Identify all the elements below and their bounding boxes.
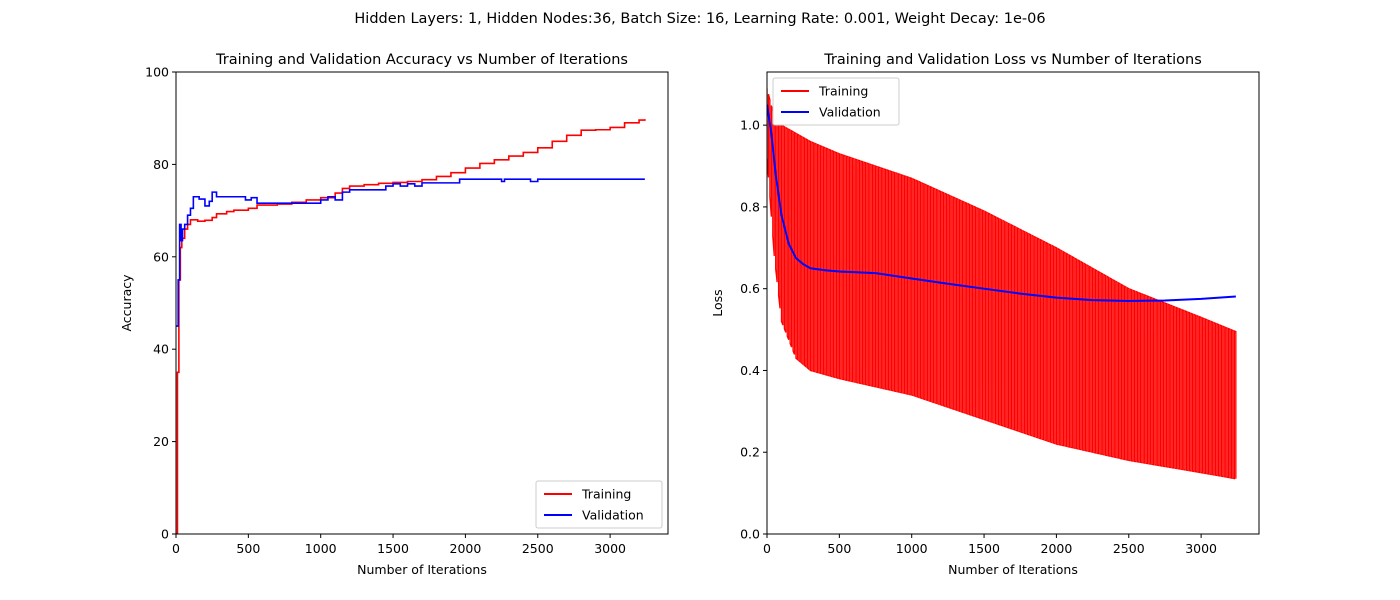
accuracy-y-tick-label: 100 bbox=[145, 65, 169, 80]
accuracy-legend-validation-label: Validation bbox=[582, 508, 644, 523]
loss-plot-area bbox=[767, 88, 1237, 480]
loss-y-tick-label: 0.0 bbox=[740, 527, 760, 542]
loss-x-tick-label: 2500 bbox=[1113, 541, 1145, 556]
loss-x-tick-label: 500 bbox=[827, 541, 851, 556]
loss-y-tick-label: 1.0 bbox=[740, 118, 760, 133]
loss-y-tick-label: 0.8 bbox=[740, 199, 760, 214]
accuracy-chart-title: Training and Validation Accuracy vs Numb… bbox=[215, 52, 628, 68]
accuracy-training-series bbox=[176, 119, 646, 534]
accuracy-y-tick-label: 60 bbox=[153, 249, 169, 264]
loss-y-tick-label: 0.4 bbox=[740, 363, 760, 378]
accuracy-legend-box bbox=[535, 480, 663, 529]
accuracy-ticks: 0 500 1000 1500 2000 2500 3000 0 20 40 60 80 100 bbox=[145, 65, 626, 557]
loss-legend-validation-label: Validation bbox=[819, 105, 881, 120]
loss-validation-series bbox=[767, 104, 1236, 302]
loss-chart-title: Training and Validation Loss vs Number o… bbox=[823, 52, 1202, 68]
loss-axes-frame bbox=[766, 71, 1260, 535]
loss-x-tick-label: 0 bbox=[763, 541, 771, 556]
accuracy-y-tick-label: 0 bbox=[161, 527, 169, 542]
loss-subplot: Training and Validation Loss vs Number o… bbox=[710, 52, 1260, 577]
accuracy-legend: Training Validation bbox=[535, 480, 663, 529]
accuracy-x-tick-label: 2500 bbox=[522, 541, 554, 556]
accuracy-x-axis-label: Number of Iterations bbox=[357, 562, 487, 577]
figure-suptitle: Hidden Layers: 1, Hidden Nodes:36, Batch… bbox=[354, 11, 1045, 27]
accuracy-y-tick-label: 40 bbox=[153, 342, 169, 357]
accuracy-x-tick-label: 1500 bbox=[377, 541, 409, 556]
accuracy-plot-area bbox=[176, 119, 646, 534]
loss-legend: Training Validation bbox=[772, 77, 900, 126]
loss-legend-box bbox=[772, 77, 900, 126]
accuracy-y-tick-label: 80 bbox=[153, 157, 169, 172]
loss-x-tick-label: 3000 bbox=[1185, 541, 1217, 556]
loss-x-tick-label: 1500 bbox=[968, 541, 1000, 556]
loss-legend-training-label: Training bbox=[818, 84, 868, 99]
loss-training-series bbox=[767, 88, 1237, 480]
accuracy-x-tick-label: 0 bbox=[172, 541, 180, 556]
loss-x-axis-label: Number of Iterations bbox=[948, 562, 1078, 577]
accuracy-legend-training-label: Training bbox=[581, 487, 631, 502]
accuracy-x-tick-label: 500 bbox=[236, 541, 260, 556]
loss-x-tick-label: 2000 bbox=[1041, 541, 1073, 556]
accuracy-validation-series bbox=[176, 178, 645, 327]
loss-ticks: 0 500 1000 1500 2000 2500 3000 0.0 0.2 0.4 0.6 0.8 1… bbox=[740, 118, 1217, 556]
loss-x-tick-label: 1000 bbox=[896, 541, 928, 556]
loss-y-tick-label: 0.2 bbox=[740, 445, 760, 460]
accuracy-x-tick-label: 1000 bbox=[305, 541, 337, 556]
accuracy-axes-frame bbox=[175, 71, 669, 535]
accuracy-y-tick-label: 20 bbox=[153, 434, 169, 449]
loss-y-tick-label: 0.6 bbox=[740, 281, 760, 296]
accuracy-y-axis-label: Accuracy bbox=[119, 274, 134, 332]
loss-y-axis-label: Loss bbox=[710, 289, 725, 316]
accuracy-subplot: Training and Validation Accuracy vs Numb… bbox=[119, 52, 669, 577]
accuracy-x-tick-label: 3000 bbox=[594, 541, 626, 556]
accuracy-x-tick-label: 2000 bbox=[450, 541, 482, 556]
